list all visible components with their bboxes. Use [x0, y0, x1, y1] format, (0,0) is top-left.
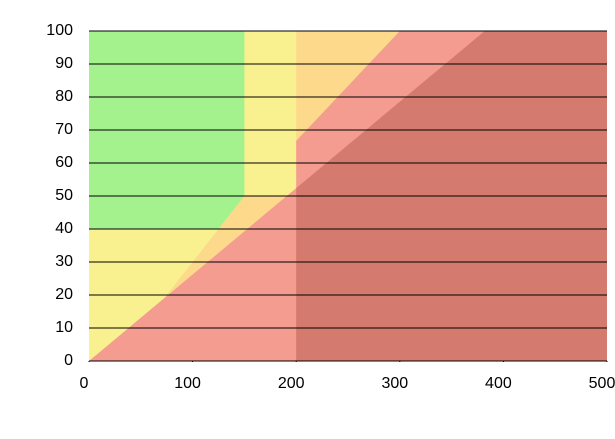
y-tick-label: 100	[46, 22, 73, 39]
y-tick-label: 80	[55, 88, 73, 105]
x-tick-label: 300	[381, 375, 408, 392]
y-tick-label: 60	[55, 154, 73, 171]
y-tick-label: 0	[64, 352, 73, 369]
y-tick-label: 40	[55, 220, 73, 237]
y-tick-label: 50	[55, 187, 73, 204]
x-tick-label: 400	[485, 375, 512, 392]
x-tick-label: 500	[589, 375, 615, 392]
x-tick-label: 200	[278, 375, 305, 392]
x-tick-label: 100	[174, 375, 201, 392]
y-tick-label: 10	[55, 319, 73, 336]
y-tick-label: 30	[55, 253, 73, 270]
y-tick-label: 90	[55, 55, 73, 72]
x-tick-label: 0	[80, 375, 89, 392]
y-tick-label: 20	[55, 286, 73, 303]
y-tick-label: 70	[55, 121, 73, 138]
